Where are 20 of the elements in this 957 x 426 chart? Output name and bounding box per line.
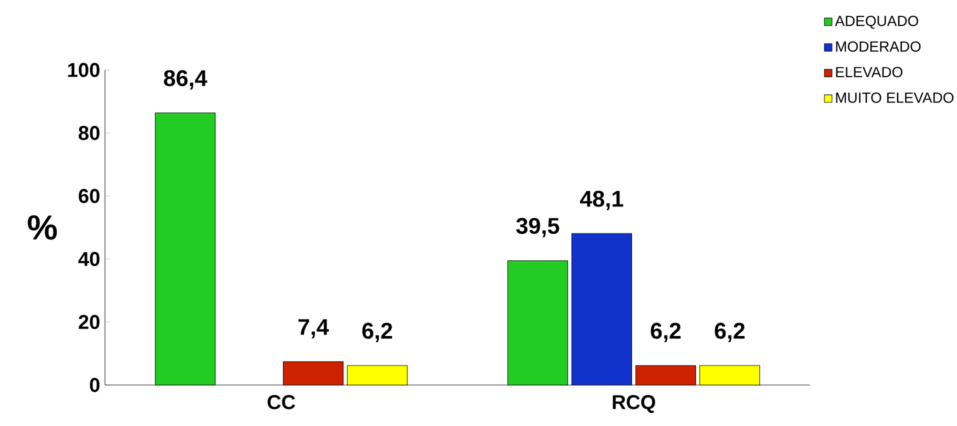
data-label: 6,2 bbox=[362, 322, 392, 342]
data-label: 86,4 bbox=[164, 70, 208, 90]
y-tick-label: 100 bbox=[68, 62, 100, 78]
legend-label: ADEQUADO bbox=[834, 16, 918, 29]
legend-label: MODERADO bbox=[836, 41, 921, 52]
data-label: 7,4 bbox=[298, 319, 329, 338]
x-tick-label: CC bbox=[268, 395, 296, 410]
data-label: 6,2 bbox=[650, 322, 681, 342]
x-tick-label: RCQ bbox=[612, 395, 656, 413]
legend-label: MUITO ELEVADO bbox=[836, 92, 954, 103]
data-label: 48,1 bbox=[580, 190, 624, 210]
y-axis-title: % bbox=[28, 215, 57, 240]
legend-label: ELEVADO bbox=[836, 66, 902, 78]
y-tick-label: 60 bbox=[78, 188, 100, 204]
y-tick-label: 40 bbox=[78, 252, 100, 266]
data-label: 6,2 bbox=[714, 322, 745, 342]
y-tick-label: 0 bbox=[90, 378, 100, 392]
y-tick-label: 80 bbox=[78, 126, 100, 140]
data-label: 39,5 bbox=[516, 218, 560, 238]
y-tick-label: 20 bbox=[78, 314, 100, 330]
